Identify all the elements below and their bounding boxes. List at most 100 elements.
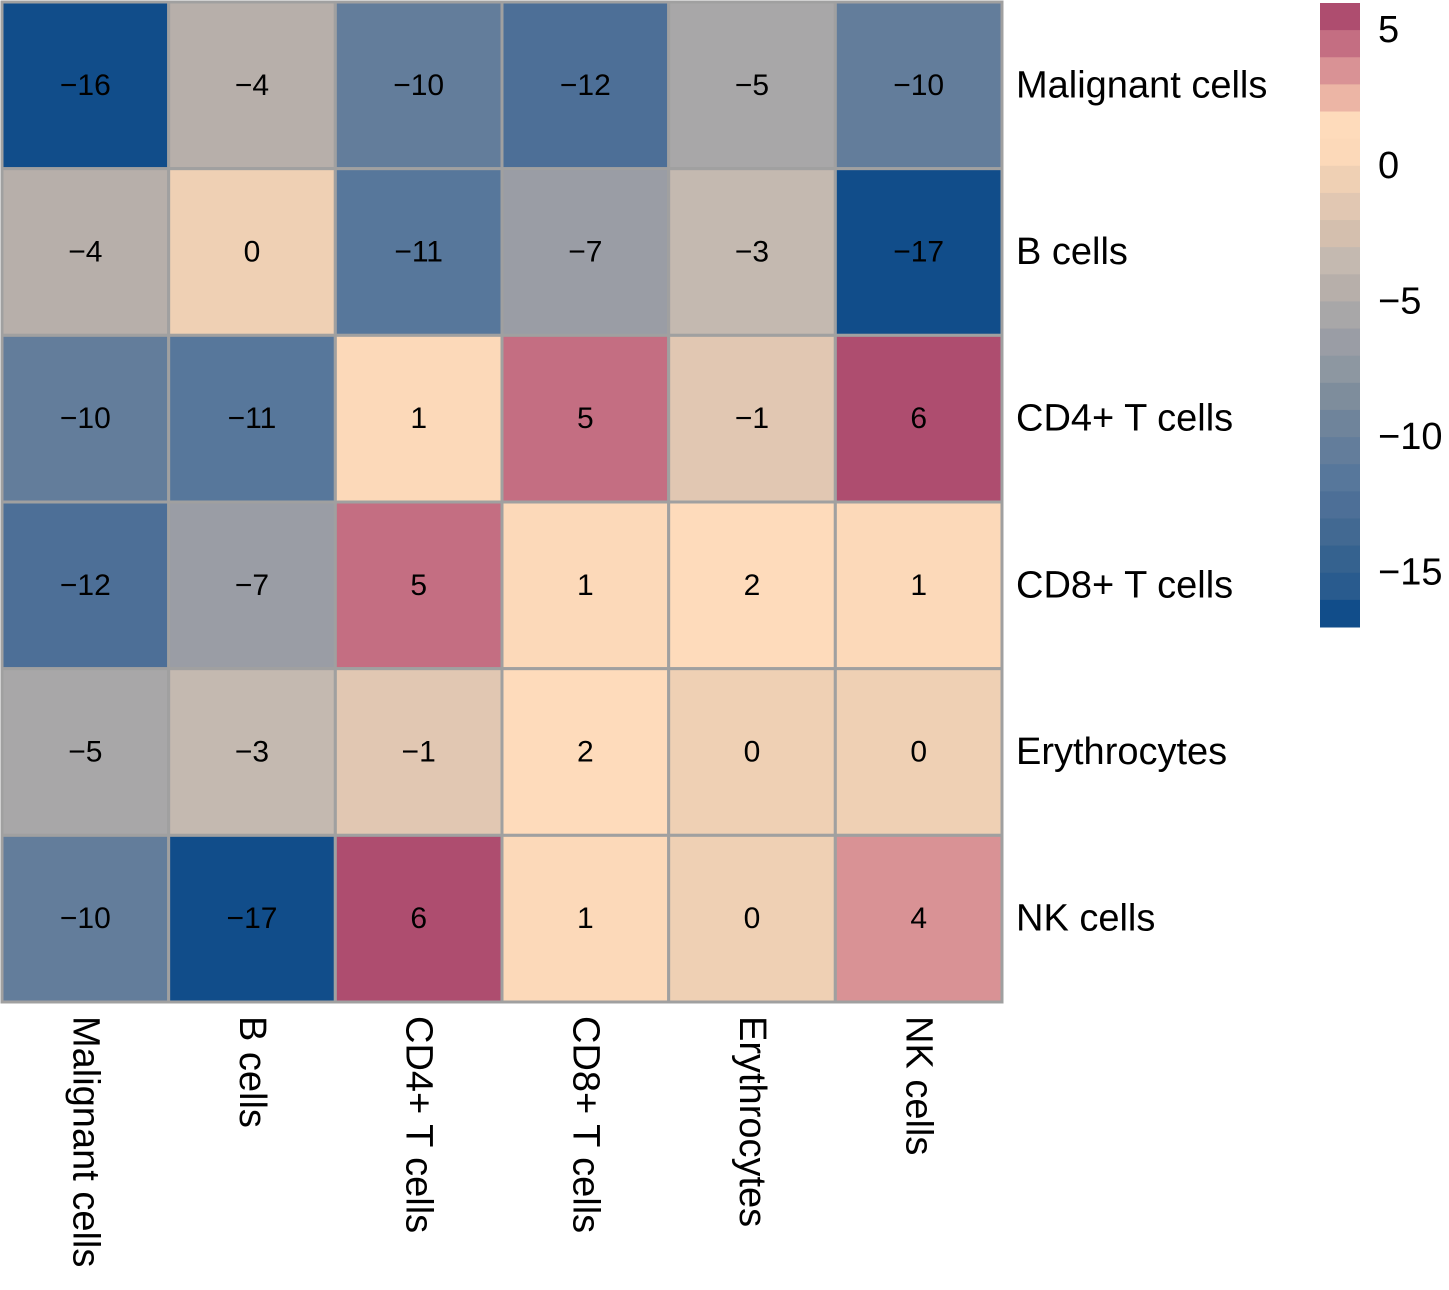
- heatmap-cell: [0, 833, 171, 1004]
- heatmap-cell: [833, 833, 1004, 1004]
- heatmap-cell: [333, 500, 504, 671]
- heatmap-cell: [333, 667, 504, 837]
- heatmap-cell: [167, 0, 337, 171]
- cell-value-label: −11: [228, 402, 277, 435]
- cell-value-label: 6: [910, 402, 927, 435]
- cell-value-label: −16: [60, 69, 111, 102]
- heatmap-cell: [833, 667, 1004, 837]
- cell-value-label: −10: [393, 69, 444, 102]
- column-label: NK cells: [898, 1016, 940, 1155]
- cell-value-label: −10: [60, 902, 111, 935]
- row-label: B cells: [1016, 231, 1128, 273]
- column-label: CD8+ T cells: [564, 1016, 606, 1233]
- heatmap-cell: [0, 500, 171, 671]
- column-label: B cells: [231, 1016, 273, 1128]
- legend-tick-label: 5: [1378, 9, 1399, 51]
- cell-value-label: 2: [744, 569, 761, 602]
- color-legend: 5 0 −5 −10 −15: [1320, 3, 1442, 628]
- legend-color-band: [1320, 274, 1360, 302]
- legend-color-band: [1320, 382, 1360, 411]
- cell-value-label: −1: [402, 736, 436, 769]
- cell-value-label: 0: [910, 736, 927, 769]
- cell-value-label: −10: [60, 402, 111, 435]
- heatmap-cell: [500, 500, 671, 671]
- legend-color-band: [1320, 491, 1360, 519]
- legend-color-band: [1320, 3, 1360, 31]
- legend-color-band: [1320, 572, 1360, 601]
- heatmap-cell: [833, 167, 1004, 337]
- legend-color-band: [1320, 111, 1360, 140]
- cell-value-label: −3: [735, 236, 769, 269]
- cell-value-label: 6: [410, 902, 427, 935]
- cell-value-label: 0: [244, 236, 261, 269]
- legend-color-band: [1320, 301, 1360, 330]
- heatmap-cell: [0, 667, 171, 837]
- legend-color-band: [1320, 328, 1360, 357]
- cell-value-label: 1: [577, 902, 594, 935]
- legend-color-band: [1320, 84, 1360, 113]
- row-labels: Malignant cells B cells CD4+ T cells CD8+ T…: [1016, 64, 1267, 939]
- row-label: Erythrocytes: [1016, 731, 1227, 773]
- legend-color-band: [1320, 355, 1360, 384]
- legend-color-band: [1320, 464, 1360, 492]
- column-label: Malignant cells: [64, 1016, 106, 1267]
- cell-value-label: −10: [893, 69, 944, 102]
- heatmap-cell: [333, 0, 504, 171]
- cell-value-label: −11: [394, 236, 443, 269]
- cell-value-label: 5: [410, 569, 427, 602]
- legend-color-band: [1320, 165, 1360, 194]
- legend-color-band: [1320, 518, 1360, 547]
- row-label: CD8+ T cells: [1016, 564, 1233, 606]
- cell-value-label: −12: [560, 69, 611, 102]
- row-label: Malignant cells: [1016, 64, 1267, 106]
- row-label: NK cells: [1016, 898, 1155, 940]
- cell-value-label: −12: [60, 569, 111, 602]
- legend-color-band: [1320, 599, 1360, 628]
- cell-value-label: −7: [568, 236, 602, 269]
- row-label: CD4+ T cells: [1016, 398, 1233, 440]
- cell-value-label: −7: [235, 569, 269, 602]
- column-labels: Malignant cells B cells CD4+ T cells CD8+ T…: [64, 1016, 939, 1267]
- heatmap-cell: [500, 333, 671, 504]
- heatmap-cell: [667, 333, 837, 504]
- cell-value-label: −17: [893, 236, 944, 269]
- heatmap-cell: [833, 0, 1004, 171]
- legend-color-band: [1320, 57, 1360, 85]
- heatmap-cell: [167, 500, 337, 671]
- cell-value-label: 1: [910, 569, 927, 602]
- cell-value-label: −5: [735, 69, 769, 102]
- cell-value-label: 1: [577, 569, 594, 602]
- legend-color-band: [1320, 138, 1360, 167]
- legend-color-band: [1320, 247, 1360, 275]
- cell-value-label: −5: [68, 736, 102, 769]
- column-label: Erythrocytes: [731, 1016, 773, 1227]
- cell-value-label: 4: [910, 902, 927, 935]
- legend-color-band: [1320, 437, 1360, 465]
- cell-value-label: 0: [744, 736, 761, 769]
- heatmap-cell: [667, 833, 837, 1004]
- cell-value-label: −3: [235, 736, 269, 769]
- heatmap-cell: [833, 500, 1004, 671]
- cell-value-label: −4: [68, 236, 102, 269]
- heatmap-cell: [833, 333, 1004, 504]
- heatmap-cell: [167, 333, 337, 504]
- legend-color-band: [1320, 30, 1360, 58]
- heatmap-cell: [667, 500, 837, 671]
- cell-value-label: −4: [235, 69, 269, 102]
- cell-value-label: 2: [577, 736, 594, 769]
- legend-tick-label: −15: [1378, 552, 1442, 594]
- cell-value-label: −17: [227, 902, 278, 935]
- legend-color-band: [1320, 545, 1360, 574]
- heatmap-cell: [0, 0, 171, 171]
- legend-color-band: [1320, 220, 1360, 248]
- heatmap-cell: [167, 167, 337, 337]
- cell-value-label: 0: [744, 902, 761, 935]
- heatmap-cell: [667, 667, 837, 837]
- heatmap-cells: −16 −4 −10 −12 −5 −10−4 0 −11 −7 −3 −17−10 −11 1 5 −1 6…: [0, 0, 1004, 1004]
- legend-color-band: [1320, 192, 1360, 221]
- heatmap-cell: [500, 667, 671, 837]
- legend-tick-label: −5: [1378, 280, 1421, 322]
- legend-tick-label: 0: [1378, 145, 1399, 187]
- legend-color-band: [1320, 409, 1360, 438]
